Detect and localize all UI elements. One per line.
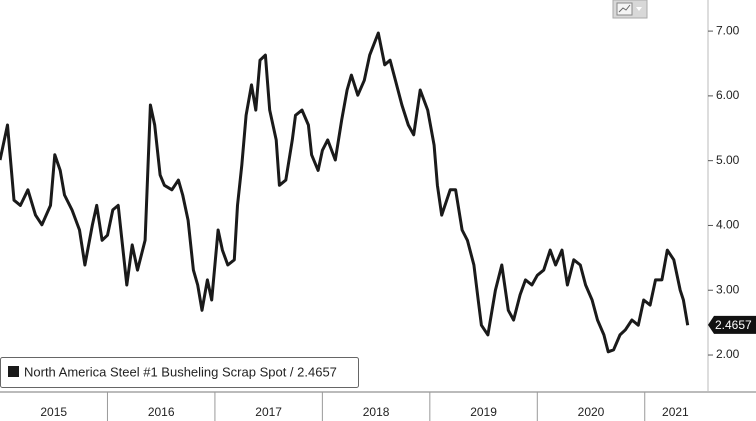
y-tick-label: 5.00: [716, 153, 740, 167]
line-series: [0, 31, 690, 354]
button-arrow: [636, 7, 642, 11]
x-tick-label: 2020: [578, 405, 605, 419]
x-tick-label: 2019: [470, 405, 497, 419]
legend-frame: [0, 357, 359, 388]
last-value-label: 2.4657: [715, 318, 752, 332]
button-icon-line: [618, 4, 631, 13]
legend-swatch: [8, 366, 19, 377]
x-tick-label: 2017: [255, 405, 282, 419]
chart-type-button[interactable]: [612, 0, 648, 19]
x-tick-label: 2015: [40, 405, 67, 419]
y-tick-label: 6.00: [716, 88, 740, 102]
y-tick-label: 2.00: [716, 347, 740, 361]
legend: North America Steel #1 Busheling Scrap S…: [0, 357, 359, 388]
last-value-box: [708, 315, 756, 334]
x-tick-label: 2018: [363, 405, 390, 419]
y-tick-label: 3.00: [716, 282, 740, 296]
legend-label: North America Steel #1 Busheling Scrap S…: [24, 364, 337, 379]
x-tick-label: 2021: [662, 405, 689, 419]
y-tick-label: 7.00: [716, 23, 740, 37]
x-tick-label: 2016: [148, 405, 175, 419]
y-tick-label: 4.00: [716, 218, 740, 232]
